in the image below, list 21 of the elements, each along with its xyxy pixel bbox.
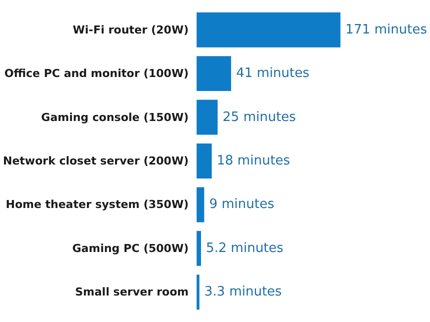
y-tick-label: Gaming console (150W) <box>41 110 189 124</box>
data-label: 25 minutes <box>222 110 296 125</box>
data-label: 41 minutes <box>236 66 310 82</box>
bar <box>196 187 204 222</box>
y-tick-label: Office PC and monitor (100W) <box>4 67 189 80</box>
bar <box>196 12 340 48</box>
bar <box>196 56 232 92</box>
y-tick-label: Wi-Fi router (20W) <box>72 23 189 36</box>
bar <box>196 144 212 178</box>
bar <box>196 230 201 266</box>
data-label: 5.2 minutes <box>206 240 284 256</box>
y-tick-label: Network closet server (200W) <box>3 154 189 168</box>
data-label: 18 minutes <box>216 154 290 168</box>
bar <box>196 274 200 310</box>
y-tick-label: Gaming PC (500W) <box>72 242 189 255</box>
data-label: 171 minutes <box>345 22 428 38</box>
data-label: 3.3 minutes <box>204 284 282 300</box>
bar <box>196 100 218 135</box>
data-label: 9 minutes <box>209 197 274 212</box>
y-tick-label: Home theater system (350W) <box>6 198 189 212</box>
y-tick-label: Small server room <box>75 286 189 299</box>
